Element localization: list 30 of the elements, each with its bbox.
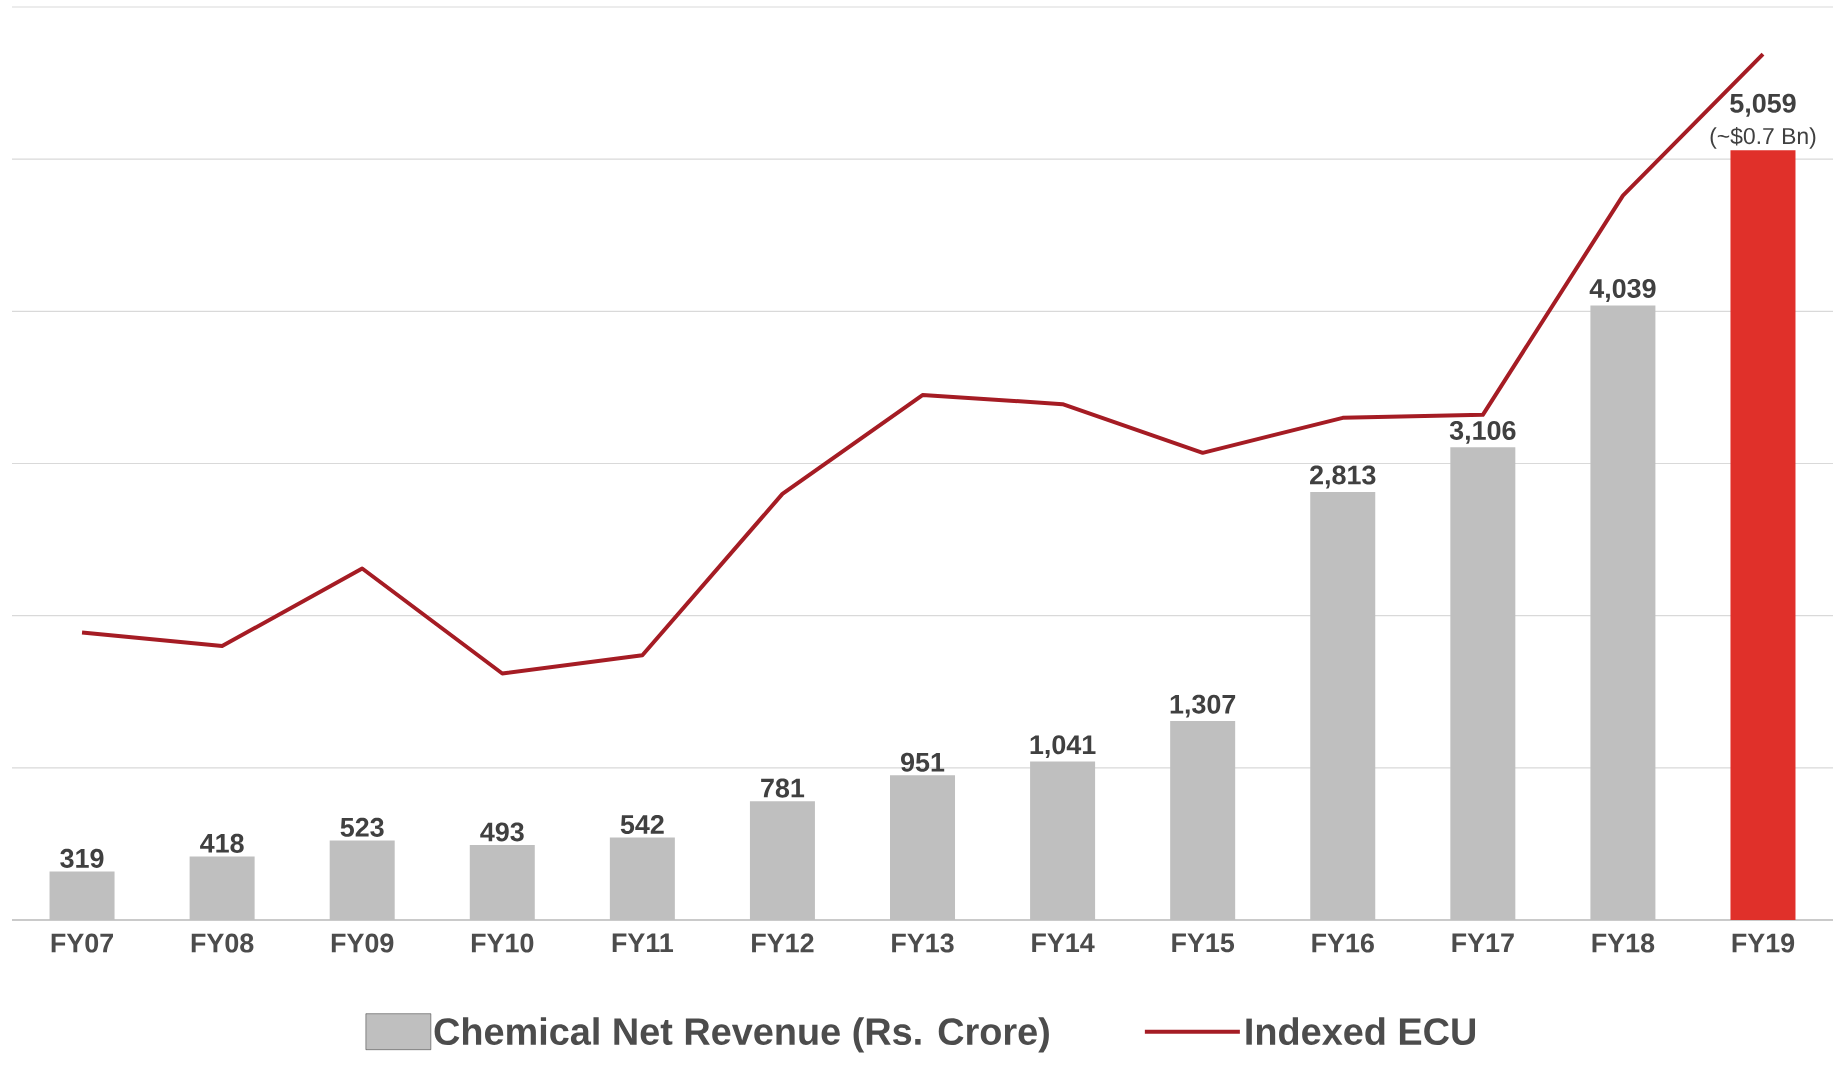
x-tick-label: FY08 <box>191 933 254 953</box>
data-label: 4,039 <box>1589 278 1656 302</box>
annotation: (~$0.7 Bn) <box>1710 126 1816 149</box>
data-label: 781 <box>761 778 805 798</box>
x-tick-label: FY09 <box>331 933 394 953</box>
x-tick-label: FY07 <box>51 933 114 953</box>
data-label: 1,307 <box>1170 694 1236 718</box>
data-label: 523 <box>340 817 384 837</box>
data-label: 3,106 <box>1449 420 1516 444</box>
x-tick-label: FY12 <box>752 933 814 953</box>
data-label: 2,813 <box>1310 465 1376 489</box>
x-tick-label: FY15 <box>1172 933 1235 953</box>
data-label: 319 <box>60 848 104 868</box>
data-label: 1,041 <box>1030 735 1096 759</box>
bar <box>1730 150 1796 920</box>
x-tick-label: FY19 <box>1732 933 1795 953</box>
x-tick-label: FY10 <box>471 933 534 953</box>
data-label: 5,059 <box>1730 93 1796 117</box>
legend-label: Chemical Net Revenue (Rs. Crore) <box>434 1017 1049 1053</box>
x-tick-label: FY16 <box>1312 933 1374 953</box>
data-label: 542 <box>620 814 664 835</box>
legend-label: Indexed ECU <box>1246 1017 1476 1046</box>
x-tick-label: FY17 <box>1452 933 1514 953</box>
x-tick-label: FY13 <box>892 933 954 953</box>
x-tick-label: FY18 <box>1592 933 1655 953</box>
data-label: 493 <box>480 822 524 842</box>
x-tick-label: FY14 <box>1032 933 1095 953</box>
x-tick-label: FY11 <box>612 933 674 953</box>
data-label: 951 <box>901 752 945 772</box>
data-label: 418 <box>200 833 244 853</box>
